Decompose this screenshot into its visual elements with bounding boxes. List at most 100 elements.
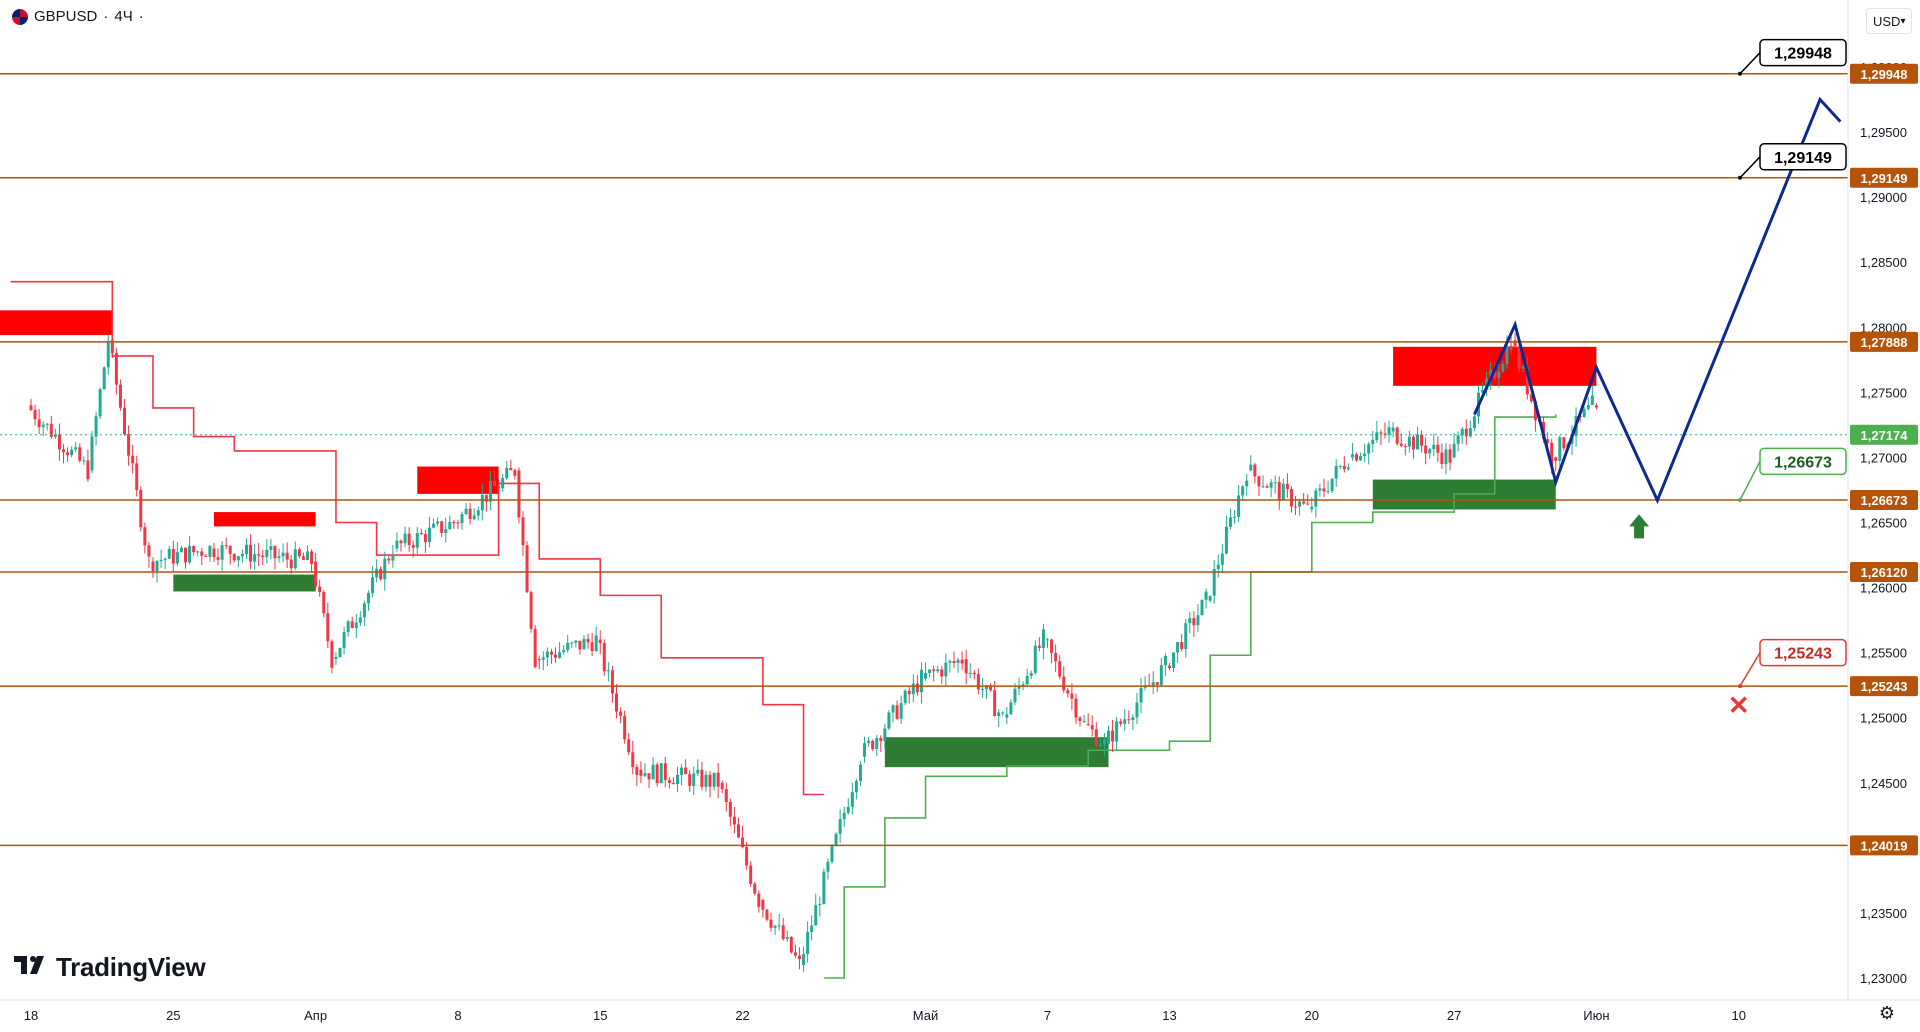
candle-body — [785, 936, 789, 939]
candle-body — [830, 845, 834, 862]
price-tick-label: 1,29500 — [1860, 125, 1907, 140]
candle-body — [1009, 702, 1013, 715]
stop-cross-icon — [1730, 696, 1747, 713]
currency-button[interactable]: USD ▾ — [1866, 8, 1912, 34]
candle-body — [1310, 506, 1314, 510]
candle-body — [293, 549, 297, 569]
candle-body — [684, 767, 688, 775]
candle-body — [98, 389, 102, 417]
candle-body — [1294, 506, 1298, 508]
candle-body — [732, 816, 736, 825]
candle-body — [1428, 449, 1432, 454]
candle-body — [952, 661, 956, 663]
price-tick-label: 1,27500 — [1860, 385, 1907, 400]
header-separator: · — [103, 8, 109, 25]
candle-body — [1334, 466, 1338, 479]
candle-body — [615, 693, 619, 712]
price-tick-label: 1,25000 — [1860, 711, 1907, 726]
candle-body — [301, 556, 305, 560]
candle-body — [537, 659, 541, 661]
candle-body — [1224, 526, 1228, 554]
gear-icon[interactable]: ⚙ — [1878, 1003, 1896, 1023]
candle-body — [1188, 618, 1192, 624]
candle-body — [277, 556, 281, 559]
candle-body — [362, 603, 366, 618]
candle-body — [1383, 433, 1387, 435]
candle-body — [1033, 645, 1037, 673]
candle-body — [484, 494, 488, 502]
callouts-layer: 1,29948 1,29149 1,26673 1,25243 — [1738, 38, 1847, 689]
callout-pointer — [1739, 652, 1761, 687]
candle-body — [1326, 491, 1330, 493]
price-tick-label: 1,25500 — [1860, 646, 1907, 661]
candle-body — [1086, 724, 1090, 726]
candle-body — [383, 558, 387, 580]
candle-body — [1529, 394, 1533, 402]
supertrend-down-line — [10, 280, 824, 796]
candle-body — [1460, 428, 1464, 436]
candle-body — [940, 669, 944, 677]
candle-body — [932, 669, 936, 672]
candle-body — [1151, 682, 1155, 687]
candle-body — [200, 551, 204, 556]
candle-body — [1554, 457, 1558, 461]
candle-body — [346, 621, 350, 632]
candle-body — [1367, 444, 1371, 454]
time-axis-bg — [0, 1000, 1920, 1032]
candle-body — [342, 631, 346, 648]
time-tick-label: 27 — [1447, 1008, 1461, 1023]
candle-body — [1302, 501, 1306, 504]
symbol-header[interactable]: GBPUSD · 4Ч · — [12, 8, 144, 25]
candle-body — [1066, 690, 1070, 694]
level-price-label: 1,25243 — [1861, 679, 1908, 694]
level-price-label: 1,27888 — [1861, 335, 1908, 350]
candle-body — [757, 893, 761, 907]
candle-body — [663, 763, 667, 781]
candle-body — [858, 764, 862, 781]
candle-body — [883, 728, 887, 742]
candle-body — [297, 549, 301, 557]
timeframe-label: 4Ч — [114, 8, 133, 25]
candle-body — [501, 478, 505, 489]
candle-body — [1029, 672, 1033, 676]
candle-body — [842, 812, 846, 819]
candle-body — [45, 423, 49, 425]
candle-body — [1391, 427, 1395, 432]
candle-body — [1525, 366, 1529, 395]
candle-body — [651, 764, 655, 780]
candle-body — [171, 548, 175, 564]
candle-body — [1046, 639, 1049, 641]
callout-label: 1,25243 — [1774, 646, 1832, 663]
candle-body — [834, 833, 838, 846]
candle-body — [972, 672, 976, 675]
price-axis: 1,230001,235001,240001,245001,250001,255… — [1847, 0, 1920, 1032]
time-axis: 18 25 Апр 8 15 22 Май 7 13 20 27 Июн 10 — [0, 999, 1920, 1032]
candle-body — [1119, 721, 1123, 724]
candle-body — [33, 409, 37, 420]
candle-body — [1350, 454, 1354, 458]
candle-body — [948, 661, 952, 663]
candle-body — [135, 463, 139, 491]
chevron-down-icon: ▾ — [1900, 15, 1906, 27]
candle-body — [1180, 642, 1184, 650]
candle-body — [1550, 442, 1554, 466]
candle-body — [1456, 435, 1460, 444]
callout-box — [1759, 143, 1847, 171]
candle-body — [985, 685, 989, 690]
candle-body — [1314, 490, 1318, 507]
candle-body — [159, 559, 163, 562]
candle-body — [505, 468, 509, 479]
candle-body — [521, 517, 525, 546]
candle-body — [411, 545, 415, 548]
candle-body — [476, 510, 480, 516]
candle-body — [1489, 370, 1493, 379]
candle-body — [427, 527, 431, 543]
tradingview-logo[interactable]: TradingView — [14, 952, 206, 983]
candle-body — [854, 780, 858, 793]
candle-body — [1493, 370, 1497, 378]
candle-body — [273, 546, 277, 559]
level-price-label: 1,26120 — [1861, 565, 1908, 580]
time-tick-label: Апр — [304, 1008, 327, 1023]
candle-body — [1257, 476, 1261, 487]
